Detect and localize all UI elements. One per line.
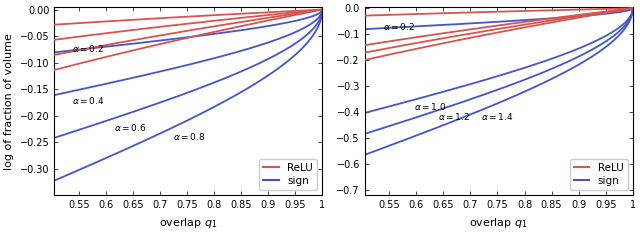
Text: $\alpha=1.4$: $\alpha=1.4$ [481,111,514,122]
Text: $\alpha=0.8$: $\alpha=0.8$ [173,131,206,142]
X-axis label: overlap $q_1$: overlap $q_1$ [470,216,528,230]
Text: $\alpha=1.2$: $\alpha=1.2$ [438,111,470,122]
Text: $\alpha=0.4$: $\alpha=0.4$ [72,95,105,106]
Text: $\alpha=0.2$: $\alpha=0.2$ [72,43,104,54]
Legend: ReLU, sign: ReLU, sign [259,159,317,190]
Legend: ReLU, sign: ReLU, sign [570,159,628,190]
X-axis label: overlap $q_1$: overlap $q_1$ [159,216,218,230]
Y-axis label: log of fraction of volume: log of fraction of volume [4,33,14,170]
Text: $\alpha=1.0$: $\alpha=1.0$ [413,101,446,112]
Text: $\alpha=0.2$: $\alpha=0.2$ [383,22,415,33]
Text: $\alpha=0.6$: $\alpha=0.6$ [114,122,147,133]
